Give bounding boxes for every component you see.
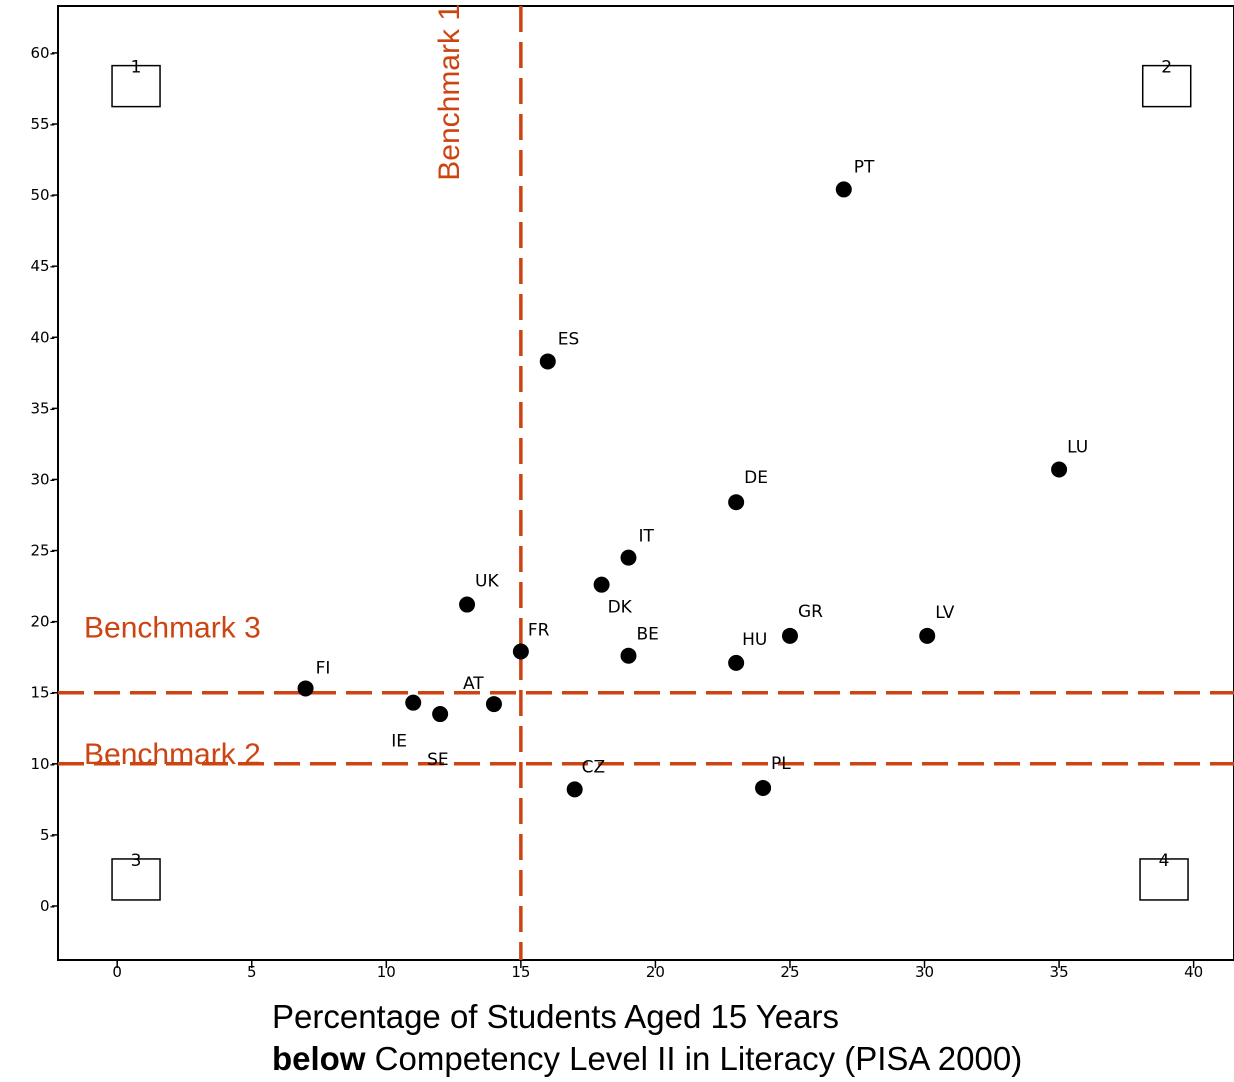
quadrant-box-4 [1139, 858, 1189, 901]
data-label-uk: UK [475, 572, 499, 592]
y-tick-label: 35- [31, 399, 56, 417]
y-tick-label: 55- [31, 115, 56, 133]
y-tick-label: 15- [31, 684, 56, 702]
data-label-ie: IE [391, 732, 407, 752]
x-tick-label: 10 [377, 963, 396, 981]
data-label-be: BE [637, 625, 659, 645]
y-tick-label: 45- [31, 257, 56, 275]
data-label-fr: FR [528, 620, 550, 640]
y-tick-label: 0- [40, 897, 55, 915]
y-tick-label: 60- [31, 44, 56, 62]
data-point-pl [755, 779, 772, 796]
y-tick-label: 50- [31, 186, 56, 204]
data-label-lu: LU [1067, 437, 1088, 457]
data-label-pt: PT [854, 157, 875, 177]
data-point-uk [459, 596, 476, 613]
quadrant-markers: 1 2 3 4 [111, 58, 1192, 901]
benchmark-3-label: Benchmark 3 [84, 612, 261, 645]
x-tick-label: 15 [511, 963, 530, 981]
data-label-hu: HU [742, 630, 767, 650]
data-point-ie [405, 694, 422, 711]
data-label-at: AT [463, 674, 484, 694]
data-label-de: DE [744, 468, 768, 488]
data-point-cz [566, 781, 583, 798]
x-axis-title-emphasis: below [272, 1040, 366, 1077]
x-tick-label: 30 [915, 963, 934, 981]
data-label-pl: PL [771, 754, 791, 774]
x-axis-title-line-1: Percentage of Students Aged 15 Years [272, 998, 839, 1035]
benchmark-2-label: Benchmark 2 [84, 738, 261, 771]
data-point-de [728, 494, 745, 511]
y-tick-label: 40- [31, 328, 56, 346]
data-label-gr: GR [798, 602, 823, 622]
quadrant-label-2: 2 [1161, 58, 1172, 78]
y-tick-label: 30- [31, 470, 56, 488]
data-label-cz: CZ [582, 757, 606, 777]
data-label-fi: FI [316, 658, 331, 678]
data-point-hu [728, 654, 745, 671]
plot-frame [57, 5, 1234, 961]
x-axis-title-line-2: below Competency Level II in Literacy (P… [272, 1040, 1022, 1078]
data-point-fr [512, 643, 529, 660]
x-axis-title-rest: Competency Level II in Literacy (PISA 20… [365, 1040, 1023, 1077]
data-point-be [620, 647, 637, 664]
data-point-pt [835, 181, 852, 198]
quadrant-label-3: 3 [131, 851, 142, 871]
data-label-it: IT [639, 527, 655, 547]
data-point-es [539, 353, 556, 370]
benchmark-1-label: Benchmark 1 [433, 4, 466, 181]
data-point-fi [297, 680, 314, 697]
x-tick-label: 5 [247, 963, 257, 981]
data-label-dk: DK [608, 598, 633, 618]
y-axis: 0- 5- 10- 15- 20- 25- 30- 35- 40- 45- 50- 55- 60- [31, 44, 58, 915]
data-point-gr [781, 627, 798, 644]
x-tick-label: 20 [646, 963, 665, 981]
x-tick-label: 40 [1184, 963, 1203, 981]
quadrant-label-1: 1 [131, 58, 142, 78]
data-point-at [485, 696, 502, 713]
y-tick-label: 10- [31, 755, 56, 773]
x-tick-label: 25 [780, 963, 799, 981]
x-axis: 0 5 10 15 20 25 30 35 40 [112, 960, 1203, 981]
data-label-se: SE [427, 750, 449, 770]
x-tick-label: 0 [112, 963, 122, 981]
data-point-lu [1051, 461, 1068, 478]
data-point-lv [919, 627, 936, 644]
x-tick-label: 35 [1050, 963, 1069, 981]
quadrant-box-2 [1141, 64, 1192, 108]
y-tick-label: 20- [31, 613, 56, 631]
benchmark-lines: Benchmark 1 Benchmark 3 Benchmark 2 [58, 4, 1234, 960]
y-tick-label: 25- [31, 542, 56, 560]
quadrant-label-4: 4 [1159, 851, 1170, 871]
data-label-es: ES [558, 329, 580, 349]
data-label-lv: LV [935, 603, 955, 623]
quadrant-box-1 [111, 64, 161, 108]
data-points: PT ES LU DE IT DK UK GR LV FR BE HU FI IE AT SE CZ PL [297, 157, 1088, 798]
y-tick-label: 5- [40, 826, 55, 844]
data-point-it [620, 549, 637, 566]
data-point-dk [593, 576, 610, 593]
quadrant-box-3 [111, 858, 161, 901]
data-point-se [432, 706, 449, 723]
